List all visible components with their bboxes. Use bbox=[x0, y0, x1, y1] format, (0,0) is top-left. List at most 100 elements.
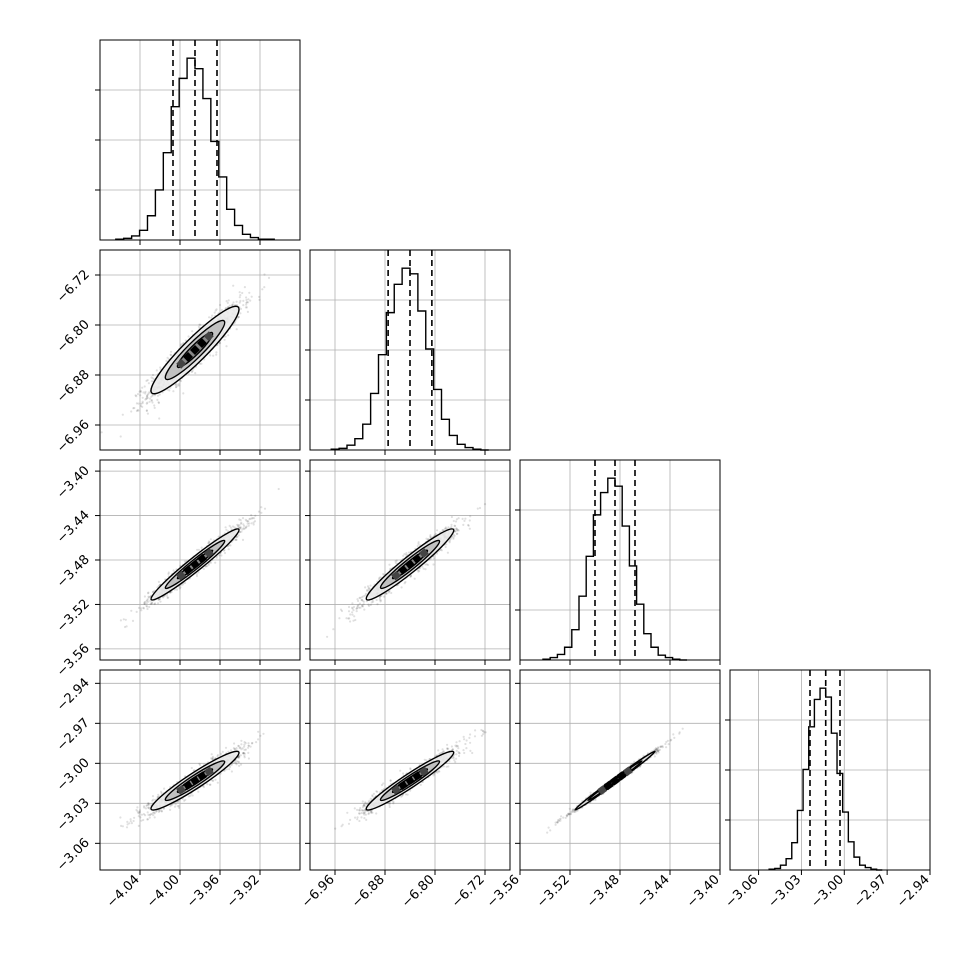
scatter-point bbox=[225, 306, 228, 310]
panel-frame bbox=[309, 249, 511, 451]
scatter-point bbox=[199, 323, 202, 326]
scatter-point bbox=[144, 390, 147, 393]
scatter-point bbox=[251, 516, 254, 520]
scatter-point bbox=[352, 605, 356, 609]
scatter-point bbox=[455, 532, 458, 536]
scatter-point bbox=[348, 617, 351, 620]
scatter-point bbox=[417, 541, 420, 544]
panel-0-0 bbox=[95, 39, 301, 245]
scatter-point bbox=[358, 602, 361, 605]
scatter-point bbox=[196, 548, 199, 551]
scatter-point bbox=[135, 610, 138, 614]
scatter-point bbox=[136, 408, 139, 412]
scatter-point bbox=[150, 399, 153, 402]
scatter-point bbox=[436, 529, 439, 532]
scatter-point bbox=[145, 395, 149, 398]
scatter-point bbox=[146, 599, 149, 602]
scatter-point bbox=[150, 395, 153, 398]
scatter-point bbox=[119, 435, 122, 438]
density-core bbox=[176, 548, 214, 581]
scatter-point bbox=[176, 384, 179, 387]
scatter-point bbox=[417, 542, 420, 546]
scatter-point bbox=[258, 298, 261, 301]
scatter-point bbox=[191, 369, 194, 372]
scatter-point bbox=[252, 523, 255, 526]
scatter-point bbox=[407, 551, 411, 554]
density-block bbox=[183, 565, 193, 575]
scatter-point bbox=[252, 521, 255, 524]
scatter-point bbox=[143, 601, 146, 604]
scatter-point bbox=[248, 291, 251, 294]
scatter-point bbox=[245, 303, 248, 306]
scatter-point bbox=[199, 362, 202, 365]
scatter-point bbox=[157, 598, 160, 601]
scatter-point bbox=[402, 554, 405, 558]
scatter-point bbox=[244, 526, 247, 529]
scatter-point bbox=[463, 519, 466, 523]
scatter-point bbox=[146, 818, 149, 821]
scatter-point bbox=[247, 301, 250, 304]
scatter-point bbox=[366, 585, 370, 588]
scatter-point bbox=[169, 805, 172, 808]
scatter-point bbox=[141, 405, 144, 408]
scatter-point bbox=[179, 586, 182, 589]
scatter-point bbox=[242, 527, 245, 530]
scatter-point bbox=[215, 308, 218, 311]
scatter-point bbox=[247, 520, 250, 523]
scatter-point bbox=[223, 338, 226, 341]
scatter-point bbox=[151, 394, 154, 397]
scatter-point bbox=[145, 379, 148, 382]
scatter-point bbox=[231, 525, 235, 528]
scatter-point bbox=[238, 524, 241, 527]
scatter-point bbox=[240, 521, 243, 524]
scatter-point bbox=[349, 620, 352, 623]
scatter-point bbox=[382, 572, 385, 576]
scatter-point bbox=[450, 515, 453, 519]
scatter-point bbox=[143, 601, 146, 604]
scatter-point bbox=[151, 795, 155, 798]
scatter-point bbox=[263, 286, 266, 289]
scatter-point bbox=[147, 591, 150, 594]
scatter-point bbox=[239, 530, 242, 534]
scatter-point bbox=[238, 296, 241, 299]
histogram-0 bbox=[115, 57, 275, 240]
scatter-point bbox=[253, 520, 257, 523]
scatter-point bbox=[167, 596, 170, 599]
scatter-point bbox=[195, 573, 198, 576]
scatter-point bbox=[194, 372, 197, 375]
scatter-point bbox=[403, 553, 406, 556]
scatter-point bbox=[153, 404, 156, 407]
scatter-point bbox=[239, 527, 242, 530]
scatter-point bbox=[150, 601, 153, 604]
scatter-point bbox=[375, 598, 378, 602]
scatter-point bbox=[224, 526, 227, 529]
scatter-point bbox=[454, 520, 458, 523]
scatter-point bbox=[235, 328, 238, 331]
scatter-point bbox=[214, 309, 217, 312]
scatter-point bbox=[237, 526, 240, 529]
scatter-point bbox=[150, 380, 153, 383]
scatter-point bbox=[227, 334, 230, 337]
scatter-point bbox=[202, 567, 205, 571]
density-block bbox=[203, 331, 214, 342]
scatter-point bbox=[379, 576, 382, 579]
scatter-point bbox=[146, 811, 149, 814]
scatter-point bbox=[147, 596, 151, 599]
scatter-point bbox=[369, 584, 372, 587]
scatter-point bbox=[239, 763, 243, 766]
scatter-point bbox=[175, 383, 178, 386]
scatter-point bbox=[237, 524, 240, 527]
scatter-point bbox=[140, 609, 143, 612]
scatter-point bbox=[169, 353, 172, 356]
scatter-point bbox=[143, 595, 146, 598]
scatter-point bbox=[223, 551, 227, 555]
scatter-point bbox=[260, 511, 263, 514]
scatter-point bbox=[338, 617, 341, 620]
scatter-point bbox=[181, 583, 184, 586]
scatter-point bbox=[150, 398, 153, 402]
scatter-point bbox=[354, 618, 357, 622]
scatter-point bbox=[223, 548, 226, 552]
scatter-point bbox=[240, 743, 243, 746]
scatter-point bbox=[198, 323, 201, 326]
